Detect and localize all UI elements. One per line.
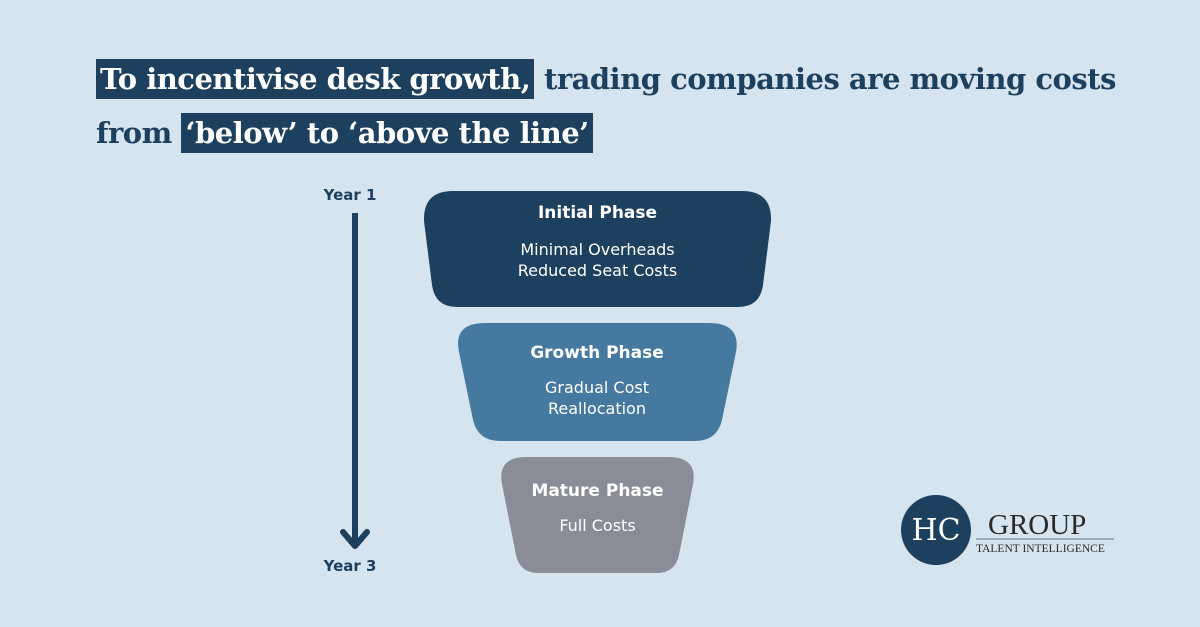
year-start-label: Year 1: [323, 186, 377, 204]
year-end-label: Year 3: [323, 557, 377, 575]
svg-text:HC: HC: [911, 513, 960, 548]
mature-phase-shape: [501, 457, 694, 573]
phase-line: Reduced Seat Costs: [517, 261, 678, 280]
title-highlight-2: ‘below’ to ‘above the line’: [181, 113, 593, 153]
title-text-1: trading companies are moving costs: [543, 62, 1116, 96]
svg-text:TALENT INTELLIGENCE: TALENT INTELLIGENCE: [976, 543, 1105, 555]
phase-title: Mature Phase: [531, 481, 664, 501]
initial-phase-shape: [423, 191, 772, 307]
title-line-1: To incentivise desk growth, trading comp…: [96, 59, 1116, 99]
mature-phase: Mature Phase Full Costs: [500, 481, 695, 536]
title-line-2: from ‘below’ to ‘above the line’: [96, 113, 593, 153]
phase-line: Minimal Overheads: [520, 240, 675, 259]
hc-group-logo: HC GROUP TALENT INTELLIGENCE: [900, 494, 1120, 570]
title-highlight-1: To incentivise desk growth,: [96, 59, 535, 99]
growth-phase: Growth Phase Gradual Cost Reallocation: [455, 343, 739, 419]
growth-phase-shape: [458, 323, 737, 441]
initial-phase: Initial Phase Minimal Overheads Reduced S…: [423, 203, 772, 281]
phase-title: Growth Phase: [530, 343, 664, 363]
svg-text:GROUP: GROUP: [988, 509, 1086, 541]
phase-title: Initial Phase: [537, 203, 658, 223]
title-text-2: from: [96, 116, 172, 150]
phase-line: Gradual Cost: [545, 378, 649, 397]
phase-line: Reallocation: [548, 399, 646, 418]
timeline-arrow-head-icon: [340, 529, 370, 549]
phase-line: Full Costs: [559, 516, 636, 535]
